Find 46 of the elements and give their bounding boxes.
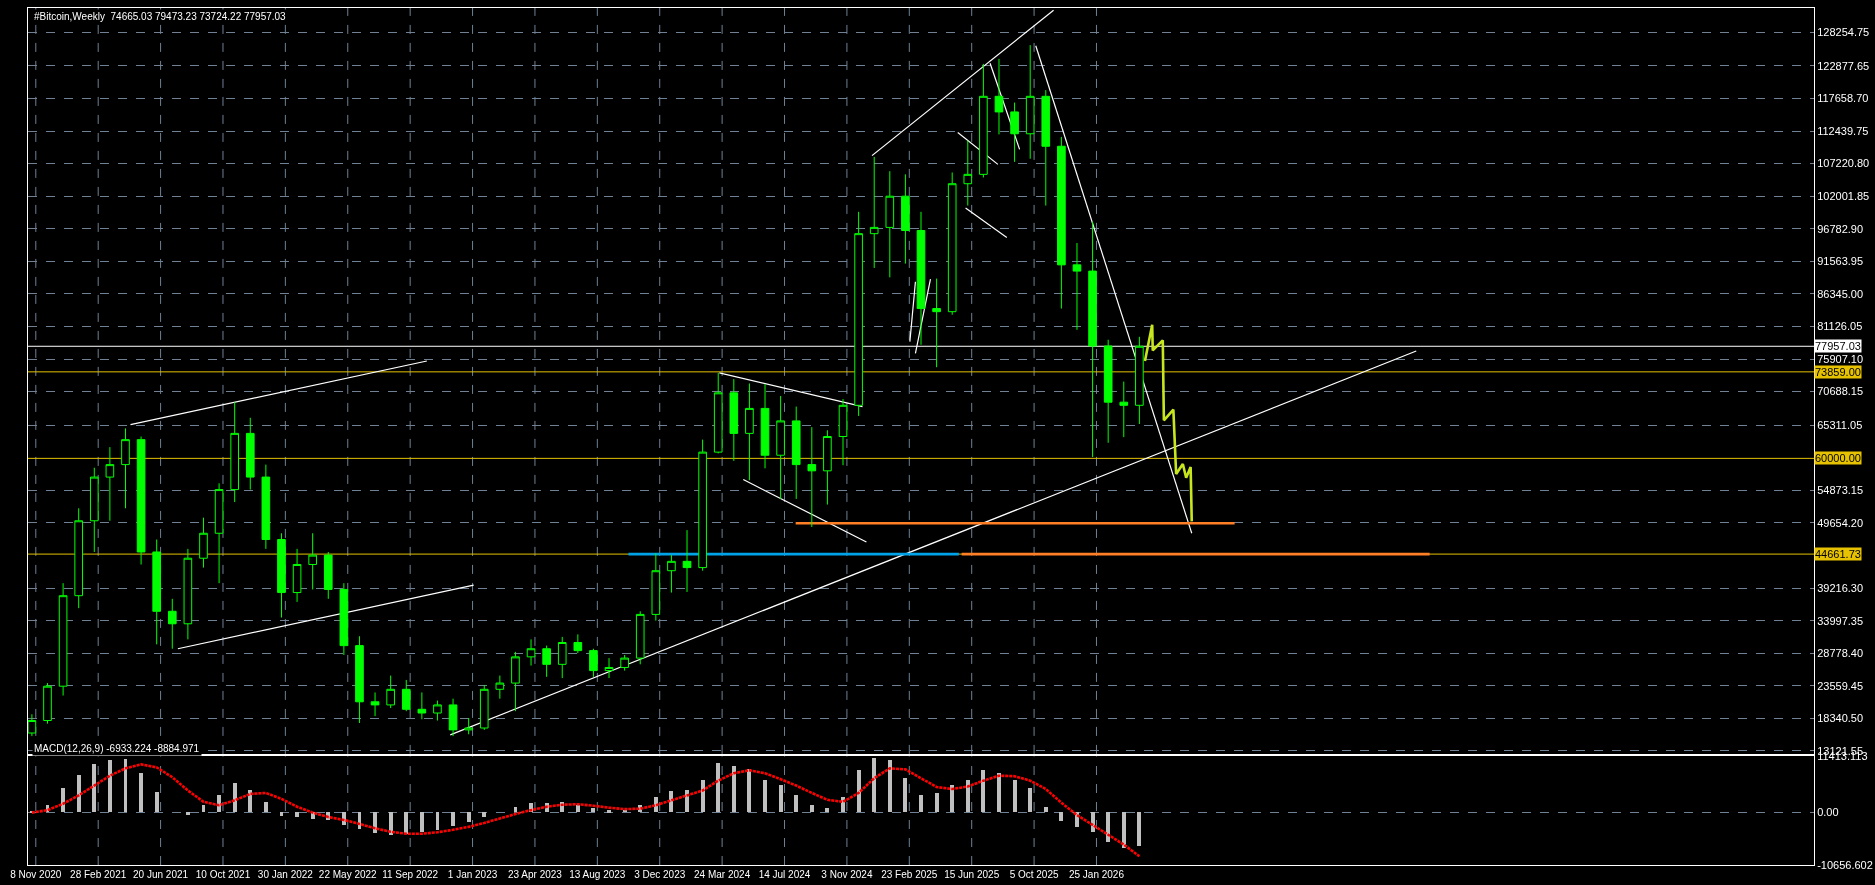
y-tick-label: 28778.40 [1817,647,1864,660]
x-tick-label: 15 Jun 2025 [944,869,1000,880]
y-tick-label: 65311.05 [1817,419,1863,432]
y-tick-label: 112439.75 [1817,124,1869,137]
y-tick-label: 70688.15 [1817,385,1864,398]
y-tick-label: 75907.10 [1817,352,1864,365]
y-tick-label: -10656.602 [1817,858,1873,871]
ref-line-label: 77957.03 [1815,340,1861,352]
y-tick-label: 102001.85 [1817,190,1870,203]
x-tick-label: 23 Apr 2023 [507,869,563,880]
x-tick-label: 10 Oct 2021 [195,869,251,880]
x-tick-label: 11 Sep 2022 [382,869,439,880]
y-tick-label: 33997.35 [1817,614,1864,627]
y-tick-label: 122877.65 [1817,59,1870,72]
y-tick-label: 81126.05 [1817,320,1863,333]
x-tick-label: 30 Jan 2022 [257,869,314,880]
x-tick-label: 14 Jul 2024 [758,869,811,880]
x-tick-label: 20 Jun 2021 [133,869,189,880]
x-tick-label: 23 Feb 2025 [881,869,938,880]
y-tick-label: 117658.70 [1817,92,1869,105]
y-tick-label: 49654.20 [1817,516,1864,529]
y-tick-label: 39216.30 [1817,581,1864,594]
y-tick-label: 18340.50 [1817,712,1864,725]
ref-line-label: 44661.73 [1815,548,1861,560]
x-tick-label: 28 Feb 2021 [70,869,127,880]
ref-line-label: 73859.00 [1815,366,1861,378]
x-tick-label: 3 Dec 2023 [634,869,686,880]
y-tick-label: 0.00 [1817,806,1839,819]
y-tick-label: 96782.90 [1817,222,1864,235]
x-tick-label: 5 Oct 2025 [1009,869,1059,880]
x-tick-label: 3 Nov 2024 [821,869,873,880]
y-tick-label: 91563.95 [1817,255,1864,268]
x-tick-label: 24 Mar 2024 [694,869,751,880]
y-tick-label: 107220.80 [1817,157,1870,170]
x-tick-label: 13 Aug 2023 [569,869,626,880]
x-tick-label: 8 Nov 2020 [10,869,62,880]
x-tick-label: 1 Jan 2023 [447,869,498,880]
chart-title: MACD(12,26,9) -6933.224 -8884.971 [34,743,200,754]
y-tick-label: 86345.00 [1817,287,1864,300]
chart-title: #Bitcoin,Weekly 74665.03 79473.23 73724.22 77957.03 [34,11,287,22]
x-tick-label: 22 May 2022 [318,869,378,880]
y-tick-label: 54873.15 [1817,484,1864,497]
y-tick-label: 23559.45 [1817,679,1864,692]
x-tick-label: 25 Jan 2026 [1068,869,1125,880]
y-tick-label: 128254.75 [1817,26,1870,39]
ref-line-label: 60000.00 [1815,452,1861,464]
